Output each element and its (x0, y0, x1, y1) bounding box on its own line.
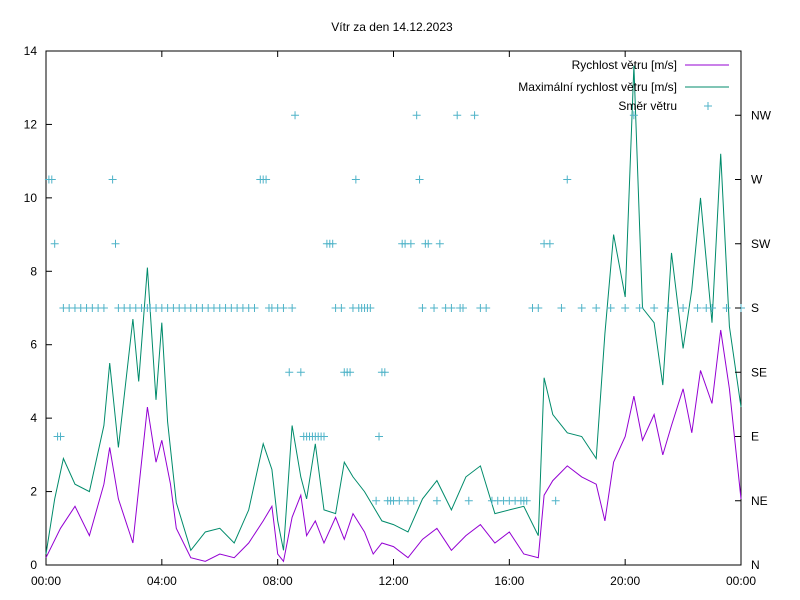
direction-point (557, 304, 566, 312)
direction-point (453, 111, 462, 120)
direction-point (635, 304, 644, 312)
y2-tick-label: N (751, 558, 760, 572)
y2-tick-label: SE (751, 365, 767, 379)
legend-marker (704, 102, 712, 110)
direction-point (650, 304, 659, 312)
y-tick-label: 14 (24, 44, 38, 58)
legend: Rychlost větru [m/s] Maximální rychlost v… (518, 58, 729, 113)
y2-tick-label: NE (751, 494, 768, 508)
direction-point (563, 175, 572, 184)
direction-point (545, 239, 554, 248)
legend-label: Směr větru (618, 99, 677, 113)
x-tick-label: 00:00 (31, 574, 61, 588)
x-tick-label: 16:00 (494, 574, 524, 588)
x-tick-label: 08:00 (263, 574, 293, 588)
direction-point (291, 111, 300, 120)
direction-point (412, 111, 421, 120)
legend-label: Maximální rychlost větru [m/s] (518, 80, 677, 94)
direction-point (592, 304, 601, 312)
direction-point (664, 304, 673, 312)
x-tick-label: 04:00 (147, 574, 177, 588)
direction-point (372, 496, 381, 505)
y-tick-label: 12 (24, 117, 38, 131)
legend-label: Rychlost větru [m/s] (572, 58, 677, 72)
direction-point (722, 304, 731, 312)
direction-point (464, 496, 473, 505)
direction-point (534, 304, 543, 312)
direction-point (415, 175, 424, 184)
direction-point (406, 239, 415, 248)
series-line-speed (45, 329, 742, 563)
direction-point (435, 239, 444, 248)
direction-point (447, 304, 456, 312)
y2-tick-label: NW (751, 108, 772, 122)
direction-point (250, 304, 259, 312)
direction-point (351, 175, 360, 184)
direction-point (262, 175, 271, 184)
direction-point (380, 368, 389, 377)
direction-point (108, 175, 117, 184)
y2-tick-label: W (751, 173, 763, 187)
x-tick-label: 20:00 (610, 574, 640, 588)
direction-point (522, 496, 531, 505)
direction-point (346, 368, 355, 377)
direction-point (482, 304, 491, 312)
direction-point (693, 304, 702, 312)
direction-point (56, 432, 65, 441)
direction-points (44, 111, 745, 505)
direction-point (47, 175, 56, 184)
axes: 0 2 4 6 8 10 12 14 00:00 04:00 08:00 12:00 16:00 20:0… (24, 44, 772, 588)
direction-point (430, 304, 439, 312)
direction-point (708, 304, 717, 312)
series-line-max-speed (45, 65, 742, 555)
direction-point (606, 304, 615, 312)
direction-point (111, 239, 120, 248)
direction-point (99, 304, 108, 312)
direction-point (418, 304, 427, 312)
direction-point (621, 304, 630, 312)
direction-point (285, 368, 294, 377)
y-tick-label: 0 (30, 558, 37, 572)
chart-title: Vítr za den 14.12.2023 (331, 20, 453, 34)
direction-point (409, 496, 418, 505)
y-tick-label: 2 (30, 485, 37, 499)
direction-point (424, 239, 433, 248)
direction-point (577, 304, 586, 312)
direction-point (432, 496, 441, 505)
y2-tick-label: E (751, 430, 759, 444)
direction-point (459, 304, 467, 312)
y2-tick-label: S (751, 301, 759, 315)
direction-point (366, 304, 375, 312)
y-tick-label: 10 (24, 191, 38, 205)
direction-point (470, 111, 479, 120)
direction-point (296, 368, 305, 377)
direction-point (679, 304, 688, 312)
x-tick-label: 00:00 (726, 574, 756, 588)
direction-point (375, 432, 384, 441)
direction-point (395, 496, 404, 505)
y2-tick-label: SW (751, 237, 771, 251)
x-tick-label: 12:00 (378, 574, 408, 588)
direction-point (279, 304, 288, 312)
direction-point (320, 432, 328, 441)
direction-point (629, 111, 638, 120)
y-tick-label: 6 (30, 338, 37, 352)
direction-point (328, 239, 337, 248)
direction-point (288, 304, 297, 312)
chart-marks (44, 65, 745, 563)
direction-point (551, 496, 560, 505)
y-tick-label: 8 (30, 264, 37, 278)
direction-point (337, 304, 346, 312)
direction-point (50, 239, 59, 248)
y-tick-label: 4 (30, 411, 37, 425)
